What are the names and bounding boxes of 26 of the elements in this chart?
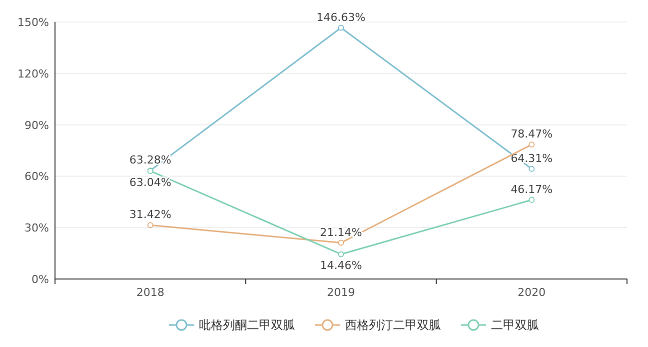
x-tick-label: 2019 [327,286,355,299]
y-tick-label: 120% [18,67,49,80]
y-tick-label: 90% [24,118,49,132]
data-label: 78.47% [510,128,553,141]
data-label: 14.46% [320,259,362,272]
point [338,251,344,258]
data-label: 63.04% [129,176,172,189]
data-label: 146.63% [316,10,366,24]
legend-label: 西格列汀二甲双胍 [345,318,441,332]
x-tick-label: 2020 [518,286,546,299]
y-tick-label: 60% [24,170,49,184]
point [528,142,535,148]
data-label: 21.14% [320,226,362,239]
data-label: 46.17% [510,182,553,196]
legend-label: 吡格列酮二甲双胍 [199,318,295,332]
point [528,166,535,172]
point [338,240,344,246]
y-tick-label: 150% [18,16,49,29]
y-tick-label: 0% [32,273,49,286]
legend-label: 二甲双胍 [491,318,539,332]
y-tick-label: 30% [24,222,49,235]
point [528,196,535,203]
point [147,222,154,228]
data-label: 31.42% [129,208,172,222]
point [338,24,344,31]
x-tick-label: 2018 [136,286,164,299]
